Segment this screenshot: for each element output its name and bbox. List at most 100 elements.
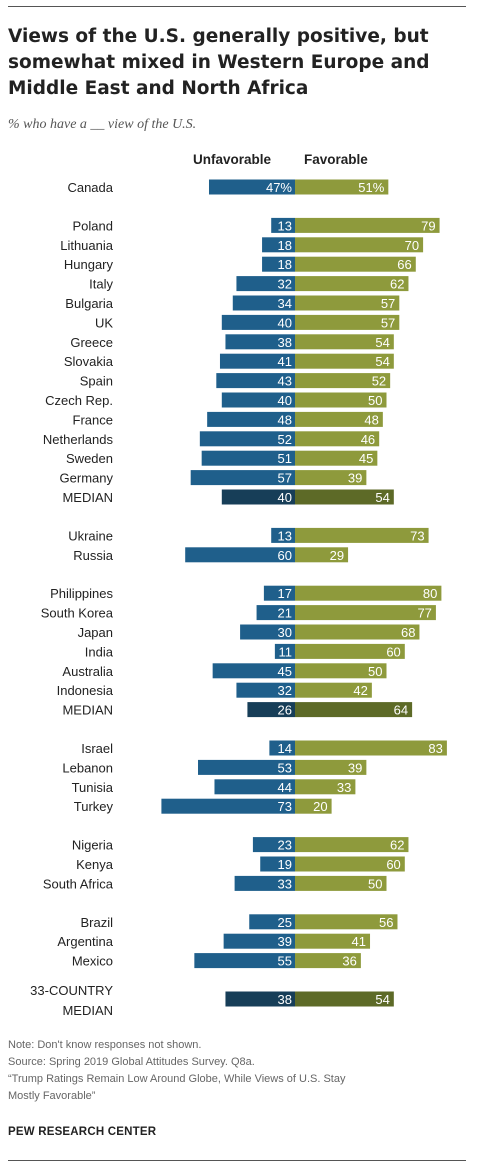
bar-favorable-brazil-32 [295, 914, 398, 930]
value-label-favorable-russia-17: 29 [330, 548, 344, 563]
bar-unfavorable-33-country-median-35 [225, 991, 295, 1007]
bar-unfavorable-lebanon-26 [198, 759, 295, 775]
source-brand: PEW RESEARCH CENTER [8, 1126, 157, 1138]
value-label-unfavorable-kenya-30: 19 [278, 857, 292, 872]
category-label-italy-4: Italy [89, 277, 113, 292]
bar-unfavorable-greece-7 [225, 334, 295, 350]
value-label-favorable-czech-rep-10: 50 [368, 393, 382, 408]
bar-unfavorable-turkey-28 [161, 798, 295, 814]
value-label-unfavorable-33-country-median-35: 38 [278, 992, 292, 1007]
category-label-south-africa-31: South Africa [43, 876, 114, 891]
value-label-favorable-median-24: 64 [394, 703, 408, 718]
bar-favorable-nigeria-29 [295, 837, 409, 853]
value-label-favorable-bulgaria-5: 57 [381, 296, 395, 311]
bar-favorable-median-24 [295, 702, 413, 718]
category-label-czech-rep-10: Czech Rep. [45, 393, 113, 408]
value-label-favorable-philippines-18: 80 [423, 586, 437, 601]
category-label-argentina-33: Argentina [57, 934, 113, 949]
value-label-unfavorable-italy-4: 32 [278, 277, 292, 292]
report-title-line: Mostly Favorable” [8, 1090, 96, 1102]
bar-favorable-kenya-30 [295, 856, 405, 872]
category-label-brazil-32: Brazil [80, 915, 113, 930]
value-label-favorable-germany-14: 39 [348, 471, 362, 486]
value-label-unfavorable-russia-17: 60 [278, 548, 292, 563]
bar-favorable-spain-9 [295, 373, 391, 389]
bar-favorable-france-11 [295, 411, 383, 427]
source-line: Source: Spring 2019 Global Attitudes Sur… [8, 1056, 255, 1068]
bar-favorable-australia-22 [295, 663, 387, 679]
bar-favorable-south-korea-19 [295, 605, 436, 621]
value-label-favorable-japan-20: 68 [401, 625, 415, 640]
value-label-unfavorable-spain-9: 43 [278, 374, 292, 389]
bar-favorable-indonesia-23 [295, 682, 372, 698]
category-label-israel-25: Israel [81, 741, 113, 756]
value-label-unfavorable-indonesia-23: 32 [278, 683, 292, 698]
category-label-france-11: France [73, 412, 113, 427]
category-label-tunisia-27: Tunisia [72, 780, 114, 795]
value-label-favorable-median-15: 54 [375, 490, 389, 505]
value-label-favorable-france-11: 48 [364, 412, 378, 427]
bar-unfavorable-argentina-33 [223, 933, 295, 949]
bar-unfavorable-australia-22 [212, 663, 295, 679]
bar-favorable-poland-1 [295, 217, 440, 233]
bar-unfavorable-bulgaria-5 [232, 295, 295, 311]
value-label-favorable-poland-1: 79 [421, 218, 435, 233]
report-title-line: “Trump Ratings Remain Low Around Globe, … [8, 1073, 346, 1085]
category-label-ukraine-16: Ukraine [68, 528, 113, 543]
value-label-unfavorable-netherlands-12: 52 [278, 432, 292, 447]
bar-favorable-philippines-18 [295, 585, 442, 601]
value-label-favorable-greece-7: 54 [375, 335, 389, 350]
value-label-unfavorable-south-korea-19: 21 [278, 606, 292, 621]
value-label-favorable-brazil-32: 56 [379, 915, 393, 930]
value-label-favorable-south-korea-19: 77 [417, 606, 431, 621]
category-label-south-korea-19: South Korea [41, 606, 114, 621]
category-label-33-country-median-35: 33-COUNTRY MEDIAN [30, 983, 113, 1018]
value-label-favorable-italy-4: 62 [390, 277, 404, 292]
value-label-favorable-israel-25: 83 [428, 741, 442, 756]
bar-unfavorable-japan-20 [240, 624, 295, 640]
value-label-unfavorable-hungary-3: 18 [278, 257, 292, 272]
bar-unfavorable-hungary-3 [262, 256, 295, 272]
bar-unfavorable-south-korea-19 [256, 605, 295, 621]
value-label-unfavorable-ukraine-16: 13 [278, 528, 292, 543]
category-label-spain-9: Spain [80, 374, 113, 389]
bar-unfavorable-india-21 [274, 643, 295, 659]
value-label-favorable-netherlands-12: 46 [361, 432, 375, 447]
bottom-rule [8, 1160, 466, 1161]
value-label-unfavorable-lebanon-26: 53 [278, 760, 292, 775]
category-label-median-24: MEDIAN [62, 703, 113, 718]
value-label-favorable-spain-9: 52 [372, 374, 386, 389]
category-label-nigeria-29: Nigeria [72, 838, 114, 853]
value-label-unfavorable-nigeria-29: 23 [278, 838, 292, 853]
category-label-philippines-18: Philippines [50, 586, 113, 601]
category-label-turkey-28: Turkey [74, 799, 114, 814]
value-label-favorable-india-21: 60 [386, 644, 400, 659]
value-label-unfavorable-germany-14: 57 [278, 471, 292, 486]
value-label-unfavorable-bulgaria-5: 34 [278, 296, 292, 311]
bar-favorable-turkey-28 [295, 798, 332, 814]
bar-favorable-lithuania-2 [295, 237, 424, 253]
chart-title: Views of the U.S. generally positive, bu… [8, 26, 430, 99]
value-label-favorable-argentina-33: 41 [352, 934, 366, 949]
category-label-lebanon-26: Lebanon [62, 760, 113, 775]
value-label-favorable-south-africa-31: 50 [368, 876, 382, 891]
category-label-hungary-3: Hungary [64, 257, 114, 272]
value-label-favorable-sweden-13: 45 [359, 451, 373, 466]
category-label-mexico-34: Mexico [72, 954, 113, 969]
value-label-favorable-turkey-28: 20 [313, 799, 327, 814]
bar-favorable-czech-rep-10 [295, 392, 387, 408]
bar-unfavorable-south-africa-31 [234, 875, 295, 891]
bar-favorable-ukraine-16 [295, 527, 429, 543]
bar-unfavorable-philippines-18 [263, 585, 295, 601]
value-label-unfavorable-tunisia-27: 44 [278, 780, 292, 795]
bar-unfavorable-canada-0 [208, 179, 295, 195]
bar-unfavorable-mexico-34 [194, 953, 295, 969]
bar-favorable-netherlands-12 [295, 431, 380, 447]
category-label-slovakia-8: Slovakia [64, 354, 114, 369]
category-label-japan-20: Japan [78, 625, 113, 640]
value-label-unfavorable-japan-20: 30 [278, 625, 292, 640]
bar-favorable-greece-7 [295, 334, 394, 350]
category-label-australia-22: Australia [62, 664, 113, 679]
bar-favorable-bulgaria-5 [295, 295, 400, 311]
bar-favorable-germany-14 [295, 470, 367, 486]
